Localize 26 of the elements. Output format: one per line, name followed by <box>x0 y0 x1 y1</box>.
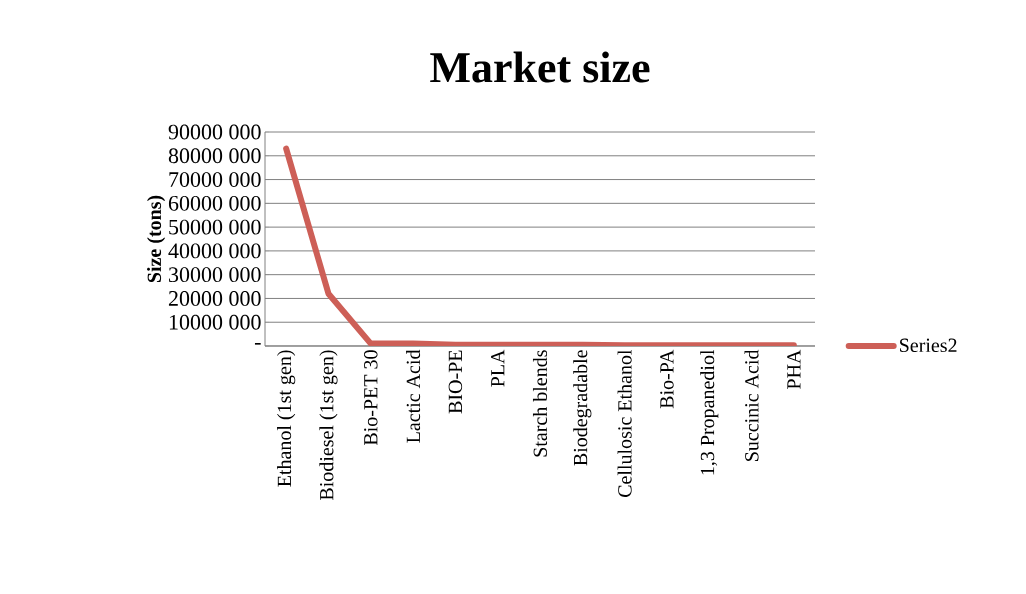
x-tick-label: Biodiesel (1st gen) <box>319 350 338 501</box>
y-tick-label: 40000 000 <box>168 243 261 259</box>
legend-label: Series2 <box>900 338 957 353</box>
x-tick-label: Biodegradable <box>573 350 592 466</box>
y-tick-label: 30000 000 <box>169 267 261 283</box>
x-tick-label: Ethanol (1st gen) <box>277 350 296 487</box>
y-tick-label: 70000 000 <box>169 172 261 187</box>
y-tick-label: 10000 000 <box>169 314 261 330</box>
x-tick-label: Starch blends <box>532 350 548 457</box>
y-tick-label: 80000 000 <box>168 148 261 164</box>
x-tick-label: Cellulosic Ethanol <box>617 349 632 497</box>
x-tick-label: BIO-PE <box>448 350 463 414</box>
y-tick-label: 60000 000 <box>168 195 261 211</box>
y-tick-label: 90000 000 <box>168 124 261 140</box>
x-tick-label: PHA <box>787 349 801 389</box>
x-tick-label: Bio-PA <box>660 349 674 409</box>
y-tick-label: 20000 000 <box>168 291 261 306</box>
x-tick-label: PLA <box>491 349 505 387</box>
chart-title: Market size <box>430 51 650 83</box>
x-tick-label: Bio-PET 30 <box>364 350 378 446</box>
y-tick-label: - <box>254 343 261 345</box>
y-tick-label: 50000 000 <box>169 219 261 235</box>
x-tick-label: Succinic Acid <box>744 349 759 461</box>
x-tick-label: Lactic Acid <box>406 349 421 443</box>
y-axis-title: Size (tons) <box>147 195 166 283</box>
x-tick-label: 1,3 Propanediol <box>700 349 719 475</box>
